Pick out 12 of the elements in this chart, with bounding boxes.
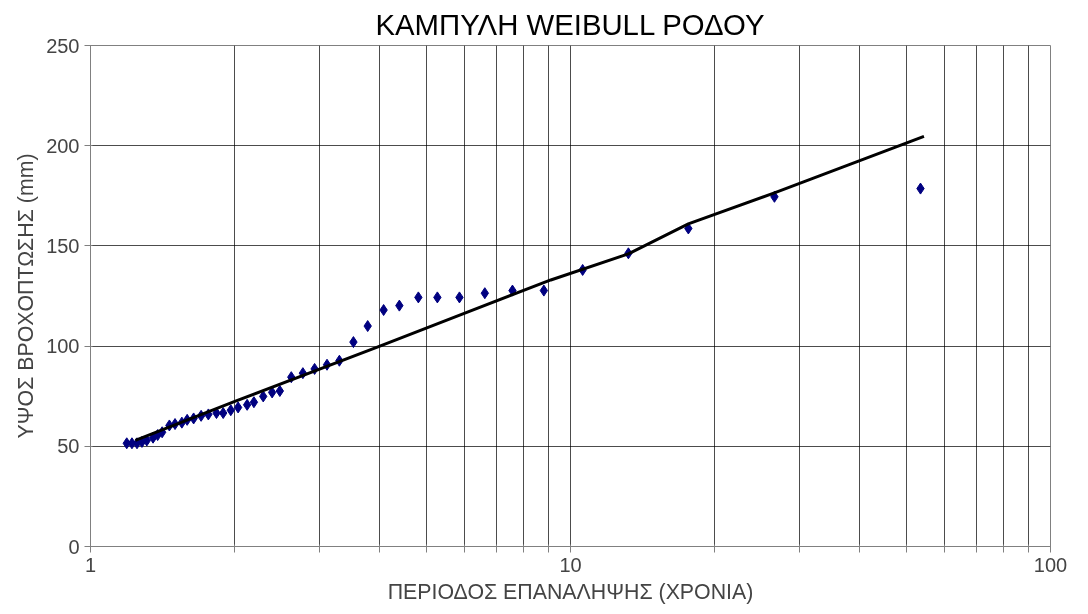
y-tick-label: 250 bbox=[46, 34, 80, 57]
y-tick-label: 50 bbox=[57, 435, 80, 458]
y-tick-label: 100 bbox=[46, 335, 80, 358]
x-tick-label: 1 bbox=[84, 553, 97, 576]
x-axis-title: ΠΕΡΙΟΔΟΣ ΕΠΑΝΑΛΗΨΗΣ (ΧΡΟΝΙΑ) bbox=[387, 579, 754, 604]
y-tick-label: 150 bbox=[46, 234, 80, 257]
y-axis-title: ΥΨΟΣ ΒΡΟΧΟΠΤΩΣΗΣ (mm) bbox=[14, 153, 39, 439]
x-tick-label: 10 bbox=[559, 553, 582, 576]
chart-title: ΚΑΜΠΥΛΗ WEIBULL ΡΟΔΟΥ bbox=[375, 7, 765, 41]
y-tick-label: 200 bbox=[46, 134, 80, 157]
y-tick-label: 0 bbox=[68, 535, 80, 558]
x-tick-label: 100 bbox=[1033, 553, 1068, 576]
